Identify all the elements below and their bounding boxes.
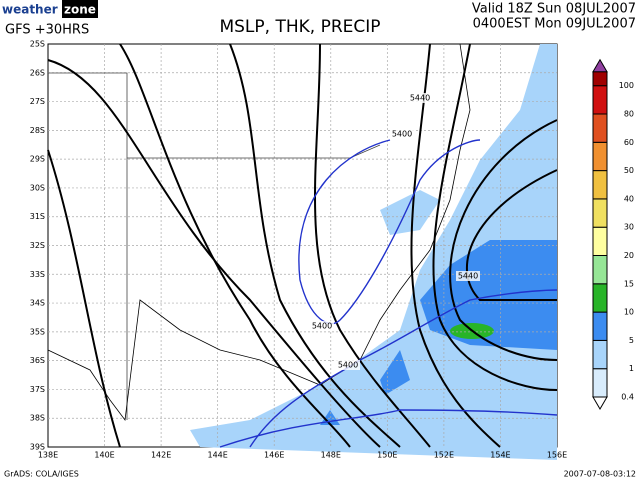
lat-label: 38S — [30, 414, 45, 423]
thickness-contours — [219, 139, 558, 448]
colorbar-box — [592, 85, 608, 115]
lon-label: 140E — [94, 451, 114, 460]
colorbar-label: 0.4 — [621, 393, 634, 402]
colorbar-label: 100 — [619, 81, 634, 90]
lon-label: 150E — [377, 451, 397, 460]
colorbar-label: 40 — [624, 194, 634, 203]
colorbar-box — [592, 311, 608, 341]
contour-label-bg — [408, 93, 432, 103]
colorbar-box — [592, 113, 608, 143]
lon-label: 146E — [264, 451, 284, 460]
lat-labels: 25S 26S 27S 28S 29S 30S 31S 32S 33S 34S 35S 36S 37S 3… — [30, 40, 45, 452]
isobars — [47, 43, 558, 448]
colorbar-label: 15 — [624, 279, 634, 288]
colorbar-box — [592, 339, 608, 370]
lon-label: 138E — [38, 451, 58, 460]
lat-label: 26S — [30, 68, 45, 77]
colorbar-cap — [592, 58, 608, 73]
lon-label: 152E — [434, 451, 454, 460]
colorbar-label: 20 — [624, 251, 634, 260]
contour-label-bg — [310, 321, 334, 331]
contour-label: 5400 — [338, 361, 358, 370]
colorbar-cap — [592, 396, 608, 410]
lon-label: 148E — [321, 451, 341, 460]
contour-label: 5400 — [312, 322, 332, 331]
graticule — [48, 44, 557, 447]
map-title: MSLP, THK, PRECIP — [219, 17, 380, 37]
lon-label: 144E — [208, 451, 228, 460]
lat-label: 30S — [30, 183, 45, 192]
colorbar-box — [592, 71, 608, 87]
valid-time: Valid 18Z Sun 08JUL2007 — [472, 2, 636, 17]
colorbar-label: 30 — [624, 223, 634, 232]
contour-label-bg — [336, 360, 360, 370]
contour-label-bg — [390, 129, 414, 139]
colorbar-box — [592, 198, 608, 228]
contour-label: 5440 — [410, 94, 430, 103]
lat-label: 33S — [30, 270, 45, 279]
colorbar-label: 80 — [624, 110, 634, 119]
lon-label: 156E — [547, 451, 567, 460]
lat-label: 29S — [30, 155, 45, 164]
contour-label: 5400 — [392, 130, 412, 139]
credit: GrADS: COLA/IGES — [4, 470, 79, 479]
lat-label: 25S — [30, 40, 45, 49]
contour-labels: 5440 5400 5440 5400 5400 — [310, 93, 480, 370]
logo-left — [0, 0, 62, 18]
precip-area — [380, 190, 440, 235]
colorbar-box — [592, 283, 608, 313]
colorbar-label: 1 — [629, 364, 634, 373]
logo-right — [62, 0, 98, 18]
colorbar-box — [592, 141, 608, 172]
map-area: 5440 5400 5440 5400 5400 — [47, 43, 558, 460]
lat-label: 31S — [30, 212, 45, 221]
contour-label-bg — [456, 271, 480, 281]
logo-text: weather — [2, 3, 58, 17]
contour-label: 5440 — [458, 272, 478, 281]
lat-label: 34S — [30, 299, 45, 308]
lat-label: 35S — [30, 327, 45, 336]
lat-label: 27S — [30, 97, 45, 106]
colorbar-label: 50 — [624, 166, 634, 175]
lat-label: 32S — [30, 241, 45, 250]
colorbar-label: 60 — [624, 138, 634, 147]
lon-label: 142E — [151, 451, 171, 460]
local-time: 0400EST Mon 09JUL2007 — [473, 17, 636, 32]
colorbar-box — [592, 226, 608, 256]
coastline — [47, 43, 471, 422]
colorbar-box — [592, 255, 608, 285]
model-label: GFS +30HRS — [5, 23, 89, 38]
state-border — [48, 72, 381, 420]
colorbar-label: 10 — [624, 308, 634, 317]
colorbar-box — [592, 368, 608, 398]
timestamp: 2007-07-08-03:12 — [564, 470, 636, 479]
lat-label: 36S — [30, 356, 45, 365]
lat-label: 39S — [30, 443, 45, 452]
lat-label: 37S — [30, 385, 45, 394]
logo-text: zone — [64, 3, 96, 17]
colorbar-label: 5 — [629, 336, 634, 345]
lat-label: 28S — [30, 126, 45, 135]
lon-labels: 138E 140E 142E 144E 146E 148E 150E 152E 154E 156E — [38, 451, 567, 460]
lon-label: 154E — [490, 451, 510, 460]
colorbar-box — [592, 170, 608, 200]
precip-core — [420, 240, 557, 350]
